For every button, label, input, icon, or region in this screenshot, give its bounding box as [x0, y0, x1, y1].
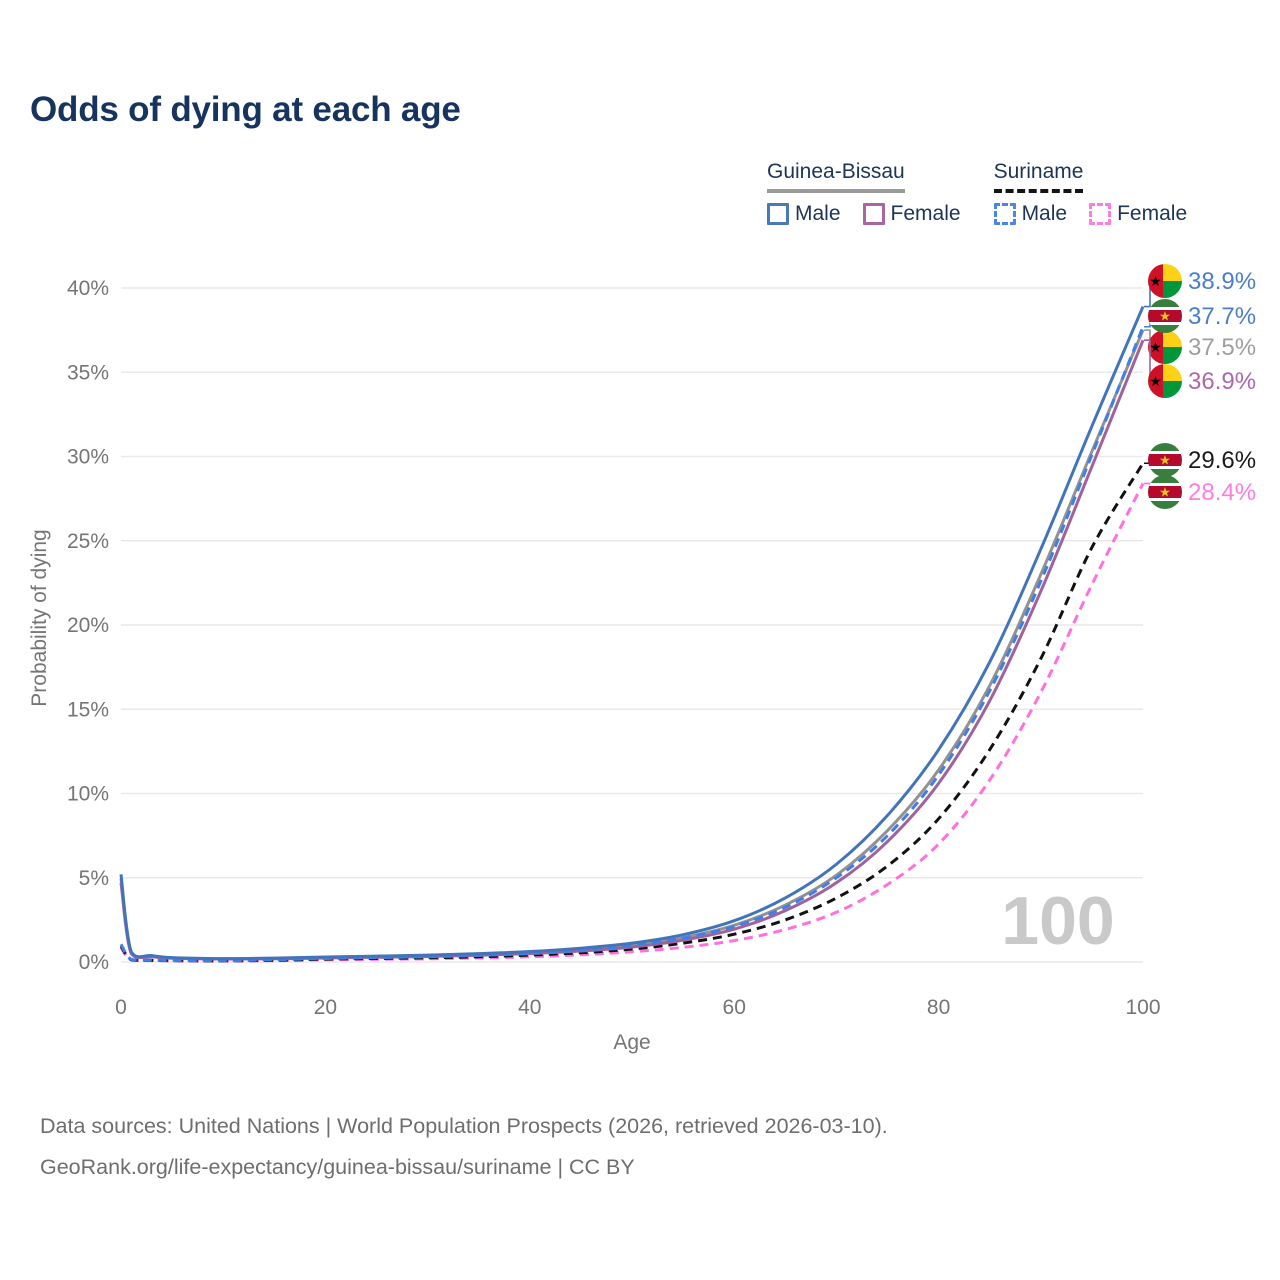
- svg-text:★: ★: [1159, 453, 1171, 468]
- x-tick-60: 60: [723, 996, 746, 1019]
- svg-text:★: ★: [1149, 373, 1162, 389]
- series-line-sur-male[interactable]: [119, 326, 1145, 963]
- end-label-sur-total: 29.6%: [1188, 447, 1256, 474]
- legend-toggle-guinea-bissau-male[interactable]: Male: [767, 202, 841, 226]
- legend-label-female: Female: [1117, 202, 1188, 225]
- y-axis-label: Probability of dying: [28, 529, 51, 706]
- legend: Guinea-Bissau Male Female Suriname Male …: [767, 160, 1187, 226]
- y-tick-35pct: 35%: [67, 361, 109, 384]
- legend-label-male: Male: [795, 202, 841, 225]
- end-label-gb-female: 36.9%: [1188, 368, 1256, 395]
- legend-toggle-guinea-bissau-female[interactable]: Female: [862, 202, 961, 226]
- legend-label-male: Male: [1021, 202, 1068, 225]
- end-label-gb-total: 37.5%: [1188, 334, 1256, 361]
- suriname-flag-icon: ★: [1148, 299, 1182, 333]
- suriname-flag-icon: ★: [1148, 443, 1182, 477]
- x-tick-100: 100: [1125, 996, 1160, 1019]
- data-sources-line: Data sources: United Nations | World Pop…: [40, 1114, 888, 1138]
- checkbox-suriname-male[interactable]: [993, 203, 1016, 225]
- svg-text:★: ★: [1149, 273, 1162, 289]
- y-tick-25pct: 25%: [67, 530, 109, 553]
- series-line-gb-total[interactable]: [119, 329, 1145, 961]
- y-tick-15pct: 15%: [67, 698, 109, 721]
- data-sources-note: Data sources: United Nations | World Pop…: [40, 1106, 888, 1188]
- series-line-gb-female[interactable]: [119, 339, 1145, 961]
- x-tick-0: 0: [115, 996, 127, 1019]
- legend-group-guinea-bissau: Guinea-Bissau Male Female: [767, 160, 961, 226]
- x-tick-80: 80: [927, 996, 950, 1019]
- legend-toggle-suriname-female[interactable]: Female: [1089, 202, 1187, 226]
- guinea-bissau-flag-icon: ★: [1148, 364, 1182, 398]
- x-tick-20: 20: [314, 996, 337, 1019]
- svg-text:★: ★: [1159, 309, 1171, 324]
- mortality-chart: 0% 5% 10% 15% 20% 25% 30% 35% 40% 0 20 40 60 80 100 Age…: [28, 264, 1256, 1054]
- guinea-bissau-flag-icon: ★: [1148, 330, 1182, 364]
- page-title: Odds of dying at each age: [30, 90, 461, 129]
- checkbox-suriname-female[interactable]: [1089, 203, 1112, 225]
- legend-group-suriname: Suriname Male Female: [993, 160, 1187, 226]
- end-label-sur-male: 37.7%: [1188, 303, 1256, 330]
- attribution-line: GeoRank.org/life-expectancy/guinea-bissa…: [40, 1155, 635, 1179]
- svg-text:★: ★: [1149, 339, 1162, 355]
- series-line-gb-male[interactable]: [119, 305, 1145, 961]
- y-tick-30pct: 30%: [67, 446, 109, 469]
- y-tick-40pct: 40%: [67, 277, 109, 300]
- checkbox-guinea-bissau-male[interactable]: [767, 203, 789, 225]
- y-tick-0pct: 0%: [79, 951, 109, 974]
- series-line-sur-female[interactable]: [119, 482, 1145, 963]
- series-line-sur-total[interactable]: [119, 462, 1145, 963]
- y-tick-5pct: 5%: [79, 867, 109, 890]
- y-tick-20pct: 20%: [67, 614, 109, 637]
- legend-group-label-guinea-bissau: Guinea-Bissau: [767, 160, 905, 193]
- legend-label-female: Female: [890, 202, 961, 225]
- legend-toggle-suriname-male[interactable]: Male: [993, 202, 1068, 226]
- end-label-sur-female: 28.4%: [1188, 479, 1256, 506]
- hover-age-watermark: 100: [1001, 883, 1114, 959]
- x-tick-40: 40: [518, 996, 541, 1019]
- suriname-flag-icon: ★: [1148, 475, 1182, 509]
- checkbox-guinea-bissau-female[interactable]: [862, 203, 885, 225]
- end-label-gb-male: 38.9%: [1188, 268, 1256, 295]
- y-tick-10pct: 10%: [67, 783, 109, 806]
- legend-group-label-suriname: Suriname: [993, 160, 1084, 193]
- x-axis-label: Age: [613, 1031, 650, 1054]
- svg-text:★: ★: [1159, 485, 1171, 500]
- guinea-bissau-flag-icon: ★: [1148, 264, 1182, 298]
